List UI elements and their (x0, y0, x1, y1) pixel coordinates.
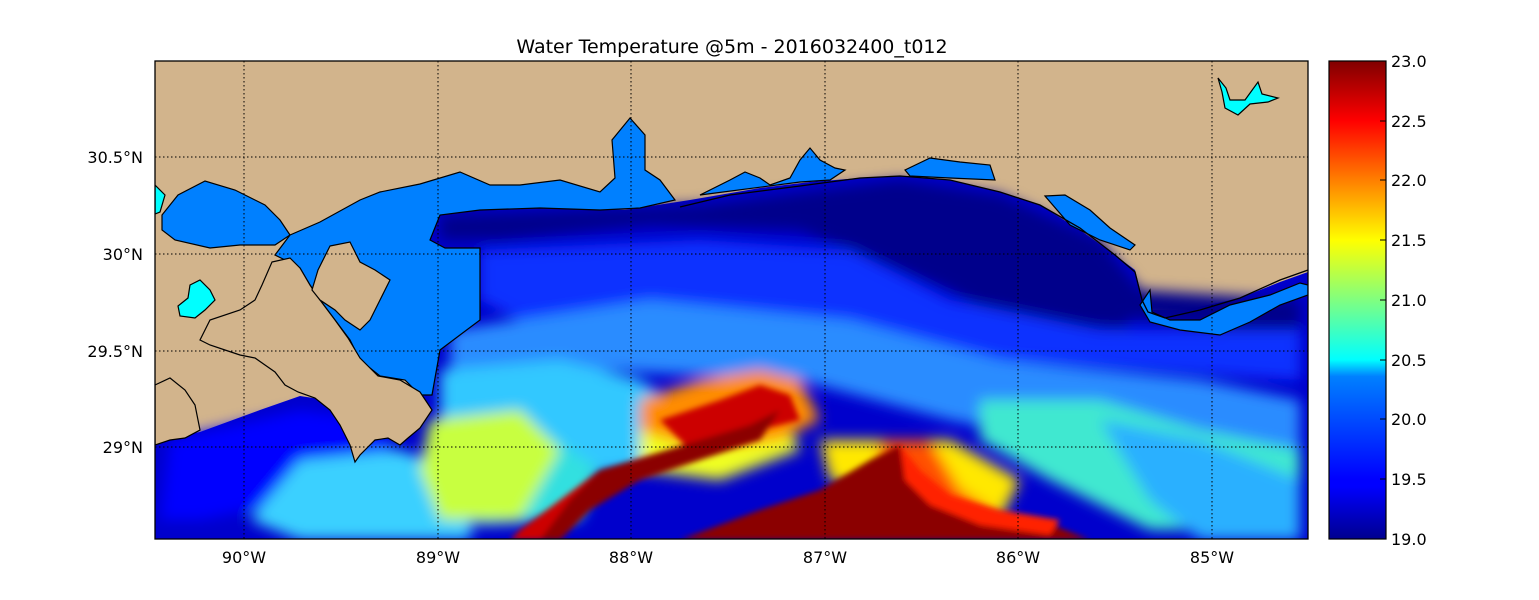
colorbar-tick-label: 23.0 (1391, 52, 1427, 71)
y-axis-labels: 30.5°N 30°N 29.5°N 29°N (87, 148, 143, 457)
coastline (679, 175, 1308, 319)
y-tick-label: 30°N (103, 245, 143, 264)
colorbar-tick-label: 21.5 (1391, 231, 1427, 250)
x-tick-label: 86°W (996, 548, 1040, 567)
y-tick-label: 29.5°N (87, 342, 143, 361)
x-tick-label: 88°W (609, 548, 653, 567)
colorbar-gradient (1328, 60, 1387, 540)
delta-land (155, 241, 433, 464)
colorbar-tick-label: 19.0 (1391, 530, 1427, 549)
x-axis-labels: 90°W 89°W 88°W 87°W 86°W 85°W (222, 548, 1234, 567)
colorbar: 23.0 22.5 22.0 21.5 21.0 20.5 20.0 19.5 … (1328, 52, 1427, 549)
x-tick-label: 90°W (222, 548, 266, 567)
colorbar-tick-label: 21.0 (1391, 291, 1427, 310)
y-tick-label: 30.5°N (87, 148, 143, 167)
x-tick-label: 87°W (803, 548, 847, 567)
lakes (155, 77, 1280, 319)
x-tick-label: 89°W (416, 548, 460, 567)
colorbar-tick-label: 20.0 (1391, 410, 1427, 429)
y-tick-label: 29°N (103, 438, 143, 457)
map-panel (155, 61, 1308, 539)
colorbar-tick-label: 20.5 (1391, 351, 1427, 370)
map-frame (154, 60, 1309, 540)
temperature-field (160, 180, 1300, 539)
colorbar-ticks (1380, 60, 1386, 540)
colorbar-tick-label: 22.5 (1391, 112, 1427, 131)
graticule (155, 61, 1308, 539)
x-tick-label: 85°W (1190, 548, 1234, 567)
colorbar-tick-label: 22.0 (1391, 171, 1427, 190)
map-title: Water Temperature @5m - 2016032400_t012 (516, 36, 947, 58)
colorbar-tick-label: 19.5 (1391, 470, 1427, 489)
coastal-waters (161, 117, 1308, 396)
